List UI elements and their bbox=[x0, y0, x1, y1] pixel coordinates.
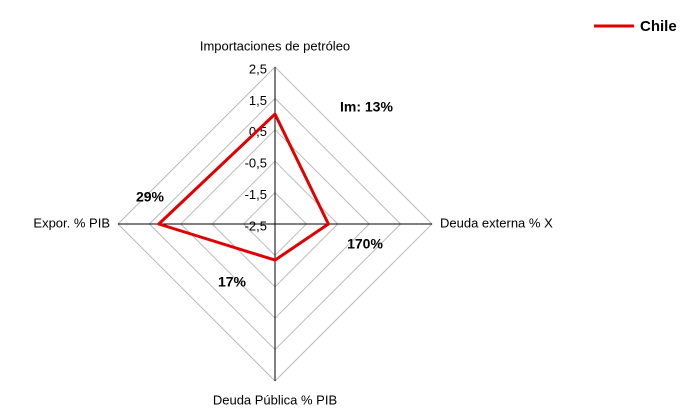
data-annotation: 17% bbox=[218, 274, 247, 290]
axis-label: Importaciones de petróleo bbox=[200, 38, 350, 53]
tick-label: -1,5 bbox=[245, 187, 267, 202]
data-annotation: 170% bbox=[347, 236, 383, 252]
series-line bbox=[157, 112, 330, 262]
tick-label: 1,5 bbox=[249, 93, 267, 108]
data-annotation: 29% bbox=[136, 189, 165, 205]
tick-label: -0,5 bbox=[245, 156, 267, 171]
tick-label: -2,5 bbox=[245, 218, 267, 233]
tick-label: 2,5 bbox=[249, 61, 267, 76]
axis-label: Deuda externa % X bbox=[440, 215, 553, 230]
axis-label: Deuda Pública % PIB bbox=[213, 392, 337, 407]
data-annotation: Im: 13% bbox=[340, 99, 393, 115]
legend-label: Chile bbox=[640, 18, 677, 35]
axis-label: Expor. % PIB bbox=[33, 215, 110, 230]
